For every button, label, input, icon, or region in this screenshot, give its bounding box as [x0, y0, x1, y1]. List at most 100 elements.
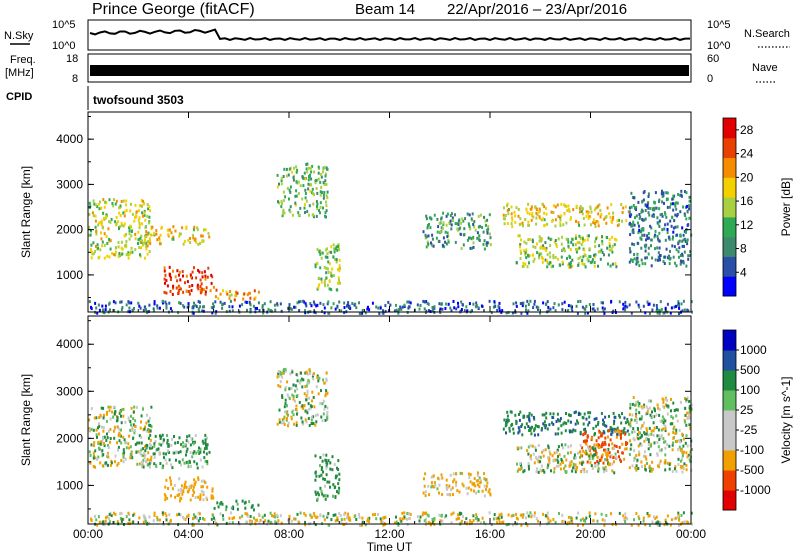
velocity-ylabel: Slant Range [km]: [19, 374, 33, 466]
power-echo-cell: [142, 242, 145, 246]
velocity-echo-cell: [690, 407, 693, 411]
velocity-echo-cell: [452, 511, 455, 515]
power-echo-cell: [670, 224, 673, 228]
velocity-echo-cell: [422, 491, 425, 495]
power-echo-cell: [496, 308, 499, 312]
power-echo-cell: [114, 250, 117, 254]
figure-title: Prince George (fitACF): [92, 1, 255, 18]
power-echo-cell: [168, 301, 171, 305]
power-echo-cell: [571, 237, 574, 241]
velocity-echo-cell: [190, 437, 193, 441]
velocity-echo-cell: [447, 485, 450, 489]
velocity-echo-cell: [483, 472, 485, 476]
velocity-echo-cell: [526, 415, 529, 419]
power-echo-cell: [654, 233, 657, 237]
power-echo-cell: [358, 311, 361, 315]
velocity-echo-cell: [200, 479, 203, 483]
velocity-echo-cell: [90, 443, 93, 447]
velocity-echo-cell: [204, 438, 207, 442]
power-echo-cell: [103, 243, 106, 247]
velocity-echo-cell: [305, 394, 308, 398]
power-echo-cell: [116, 220, 119, 224]
power-echo-cell: [610, 299, 613, 303]
velocity-echo-cell: [102, 429, 105, 433]
velocity-echo-cell: [306, 391, 309, 395]
velocity-colorbar-label: Velocity [m s^-1]: [779, 377, 793, 464]
power-colorbar-segment: [723, 177, 736, 198]
power-echo-cell: [432, 244, 435, 248]
power-echo-cell: [202, 309, 205, 313]
power-echo-cell: [631, 260, 634, 263]
power-echo-cell: [461, 217, 464, 221]
velocity-echo-cell: [280, 521, 283, 525]
velocity-echo-cell: [651, 460, 654, 464]
power-echo-cell: [137, 242, 139, 245]
power-echo-cell: [319, 180, 322, 184]
power-echo-cell: [486, 241, 488, 245]
power-echo-cell: [276, 173, 279, 177]
power-echo-cell: [351, 302, 354, 305]
velocity-echo-cell: [180, 443, 183, 447]
power-echo-cell: [658, 239, 661, 243]
power-echo-cell: [600, 248, 603, 252]
velocity-echo-cell: [678, 518, 681, 522]
power-echo-cell: [335, 288, 338, 292]
velocity-echo-cell: [326, 494, 329, 498]
velocity-echo-cell: [551, 416, 554, 419]
power-echo-cell: [525, 207, 528, 211]
power-echo-cell: [452, 300, 455, 303]
velocity-echo-cell: [325, 392, 327, 396]
velocity-echo-cell: [166, 434, 168, 437]
power-echo-cell: [567, 204, 570, 208]
power-echo-cell: [326, 255, 329, 259]
power-echo-cell: [526, 299, 529, 303]
velocity-echo-cell: [225, 521, 228, 525]
velocity-echo-cell: [656, 441, 659, 444]
power-echo-cell: [631, 228, 634, 232]
power-echo-cell: [566, 256, 568, 260]
power-echo-cell: [454, 213, 456, 217]
velocity-echo-cell: [647, 514, 650, 518]
power-echo-cell: [535, 208, 538, 212]
power-echo-cell: [630, 213, 633, 217]
power-echo-cell: [146, 214, 149, 218]
velocity-echo-cell: [528, 411, 531, 415]
velocity-echo-cell: [530, 432, 533, 436]
power-echo-cell: [664, 306, 667, 310]
power-echo-cell: [664, 238, 667, 242]
velocity-echo-cell: [512, 427, 515, 431]
power-echo-cell: [635, 214, 638, 218]
power-echo-cell: [489, 243, 492, 247]
power-echo-cell: [112, 204, 115, 208]
power-echo-cell: [330, 288, 333, 292]
velocity-echo-cell: [638, 450, 641, 454]
velocity-echo-cell: [653, 426, 656, 430]
power-echo-cell: [444, 307, 447, 310]
power-echo-cell: [88, 233, 91, 237]
velocity-echo-cell: [355, 518, 358, 521]
velocity-echo-cell: [469, 480, 472, 484]
velocity-echo-cell: [321, 459, 324, 463]
power-echo-cell: [182, 274, 184, 278]
power-echo-cell: [462, 219, 465, 223]
power-echo-cell: [555, 245, 558, 248]
power-echo-cell: [442, 211, 445, 215]
velocity-echo-cell: [637, 515, 640, 519]
power-echo-cell: [597, 250, 600, 254]
power-echo-cell: [92, 241, 95, 245]
power-echo-cell: [368, 308, 371, 312]
velocity-echo-cell: [308, 368, 311, 372]
power-echo-cell: [675, 304, 678, 308]
power-echo-cell: [309, 189, 312, 193]
power-echo-cell: [125, 253, 128, 257]
power-echo-cell: [125, 243, 128, 247]
velocity-echo-cell: [203, 447, 206, 451]
power-echo-cell: [99, 248, 102, 252]
power-echo-cell: [546, 261, 549, 265]
power-echo-cell: [311, 191, 313, 195]
power-echo-cell: [152, 307, 155, 311]
velocity-echo-cell: [192, 451, 195, 455]
power-echo-cell: [580, 243, 583, 246]
power-echo-cell: [518, 223, 521, 227]
velocity-echo-cell: [145, 421, 148, 425]
